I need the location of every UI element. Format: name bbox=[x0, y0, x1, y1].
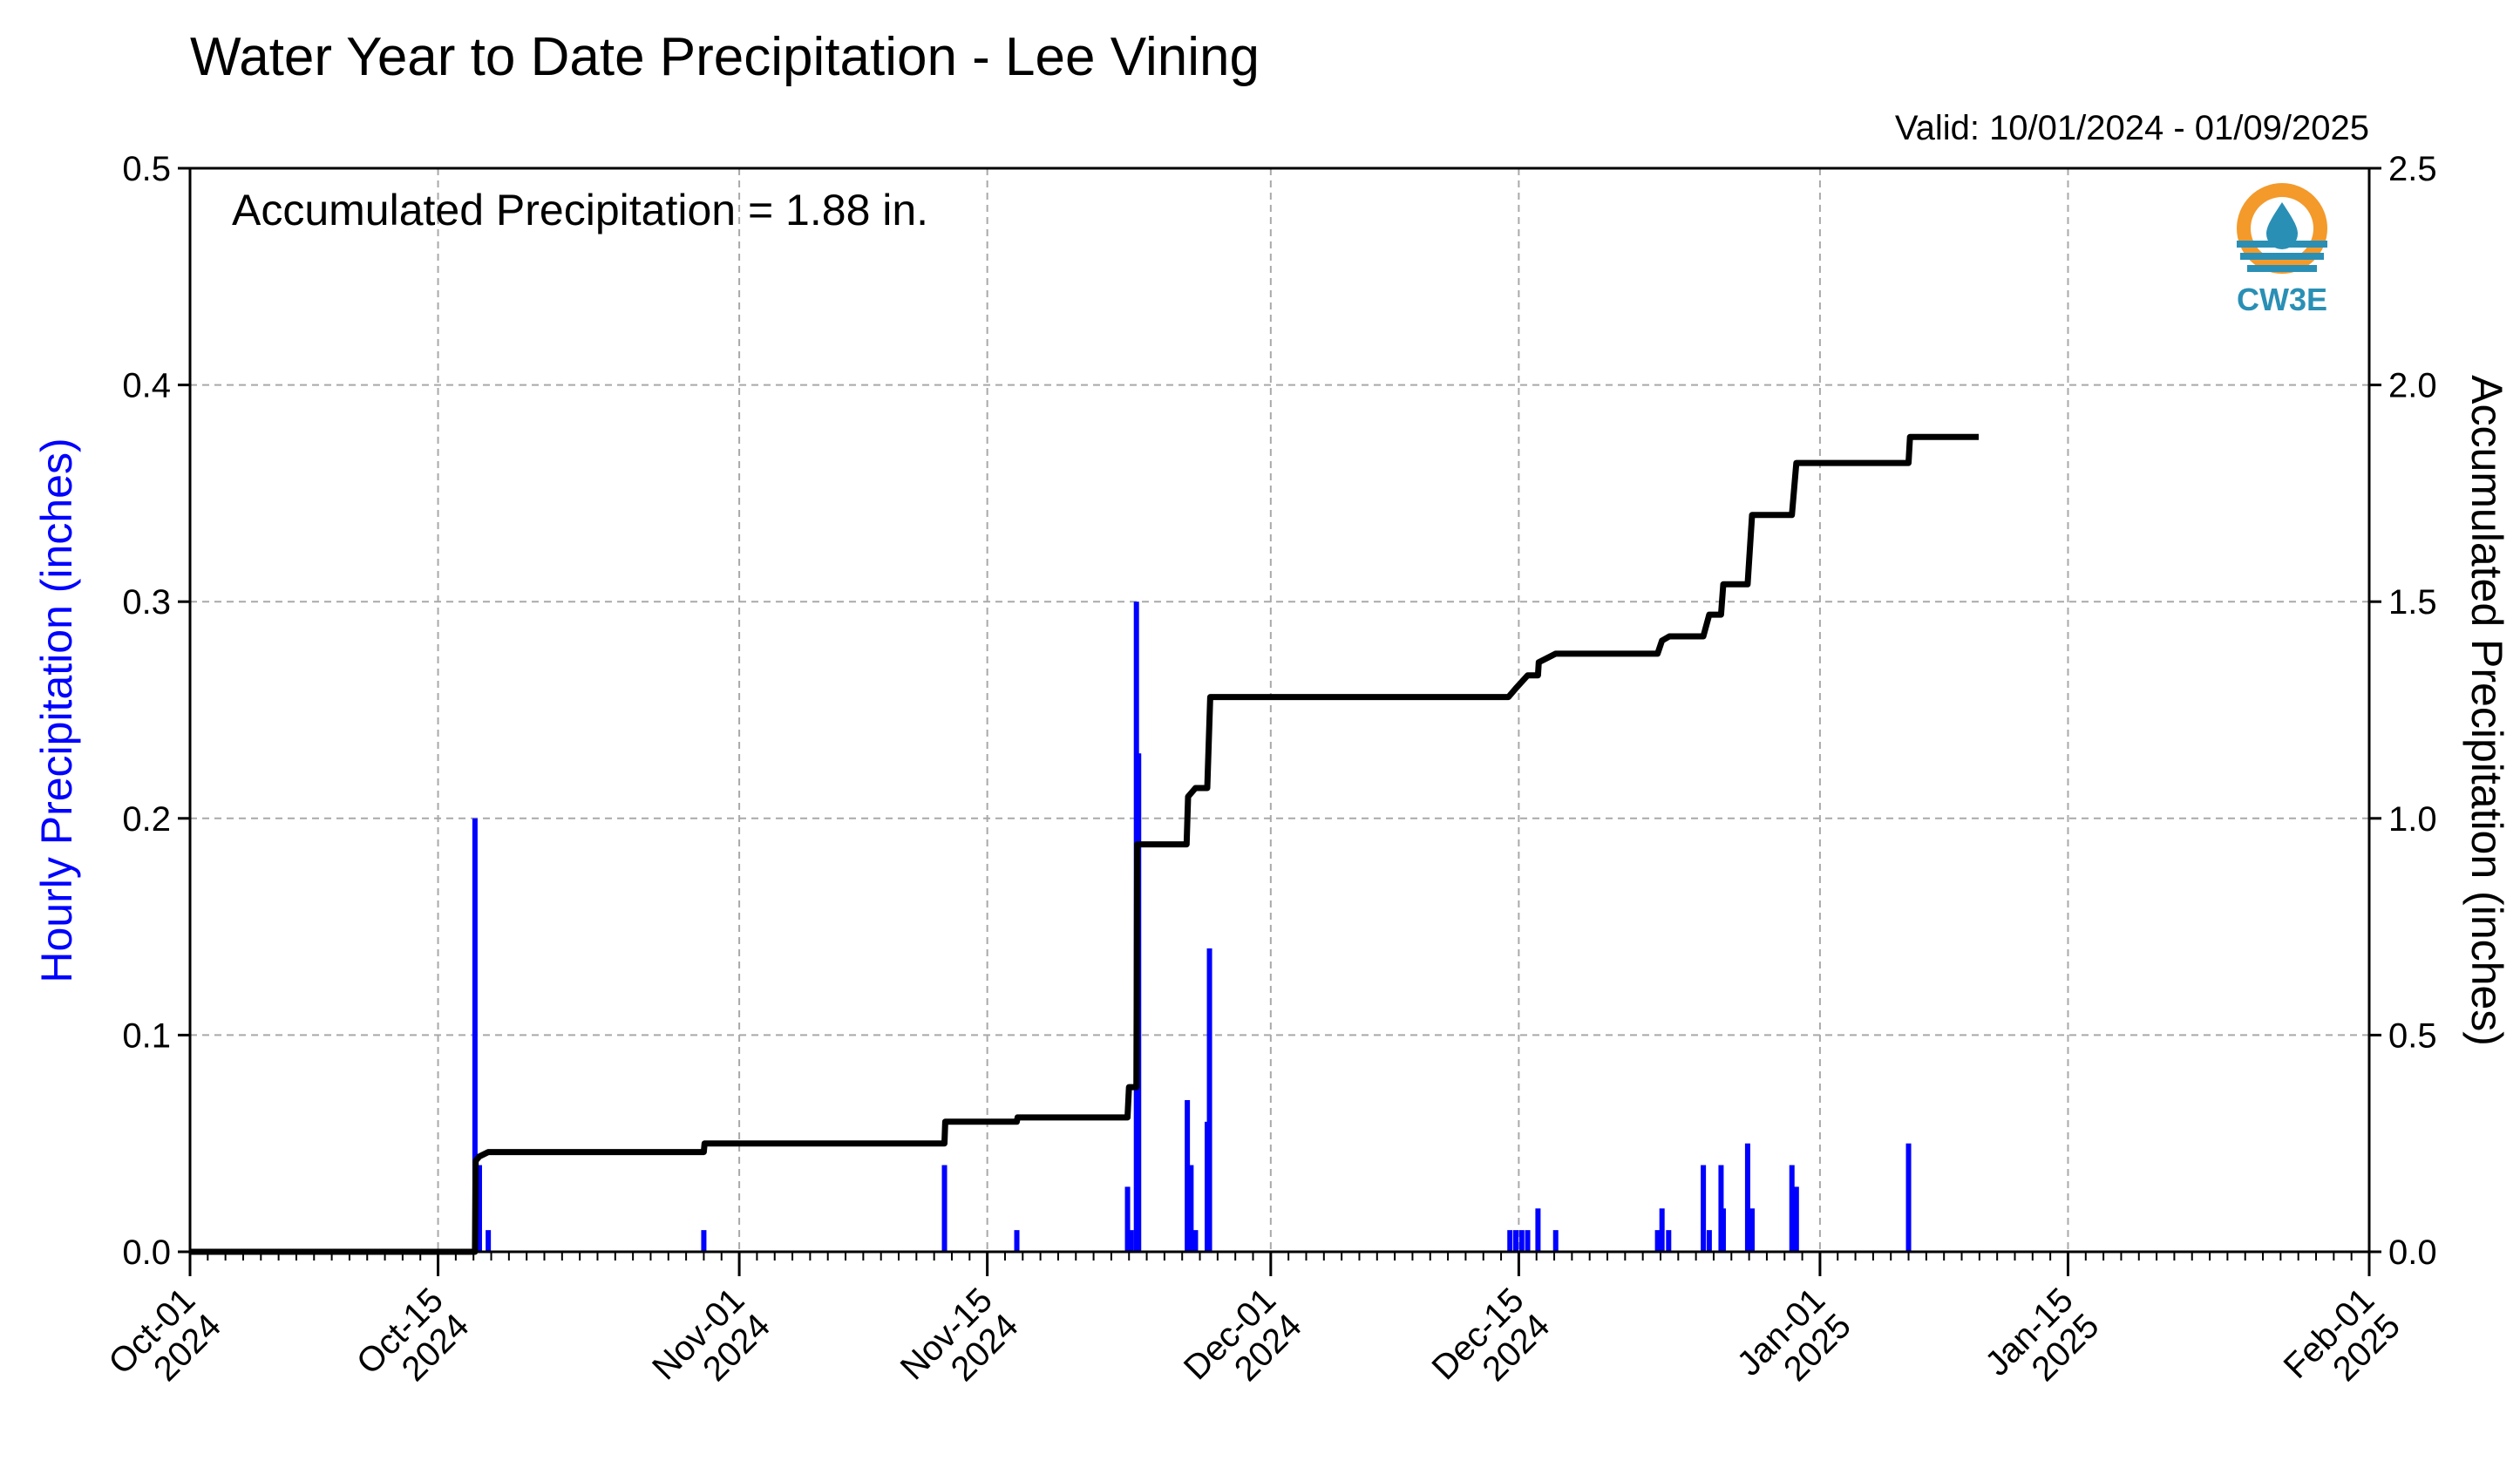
logo-wave-icon bbox=[2237, 241, 2327, 248]
hourly-precip-bar bbox=[1701, 1165, 1707, 1252]
left-y-tick-label: 0.5 bbox=[122, 150, 171, 188]
hourly-precip-bar bbox=[1525, 1230, 1531, 1252]
hourly-precip-bar bbox=[1744, 1143, 1750, 1252]
right-y-tick-label: 1.5 bbox=[2388, 583, 2437, 622]
left-y-tick-label: 0.2 bbox=[122, 800, 171, 839]
hourly-precip-bar bbox=[1518, 1230, 1525, 1252]
left-y-axis: 0.0 0.1 0.2 0.3 0.4 0.5 bbox=[122, 150, 190, 1272]
logo-droplet-icon bbox=[2266, 202, 2298, 249]
accumulated-precip-line bbox=[190, 433, 1979, 1255]
hourly-precip-bar bbox=[1128, 1230, 1134, 1252]
right-y-tick-label: 0.0 bbox=[2388, 1233, 2437, 1272]
accumulated-annotation: Accumulated Precipitation = 1.88 in. bbox=[232, 186, 928, 234]
hourly-precip-bar bbox=[1659, 1208, 1665, 1252]
hourly-precip-bar bbox=[1749, 1208, 1756, 1252]
hourly-precip-bar bbox=[486, 1230, 492, 1252]
x-axis-ticks bbox=[188, 1252, 2371, 1276]
hourly-precip-bar bbox=[1192, 1230, 1199, 1252]
logo-text: CW3E bbox=[2237, 282, 2327, 317]
hourly-precip-bar bbox=[1124, 1186, 1131, 1252]
right-y-axis: 0.0 0.5 1.0 1.5 2.0 2.5 bbox=[2369, 150, 2437, 1272]
hourly-precip-bar bbox=[1014, 1230, 1020, 1252]
hourly-precip-bar bbox=[941, 1165, 948, 1252]
hourly-precip-bar bbox=[1666, 1230, 1672, 1252]
valid-date-range: Valid: 10/01/2024 - 01/09/2025 bbox=[1895, 109, 2369, 147]
left-y-axis-label: Hourly Precipitation (inches) bbox=[32, 438, 81, 982]
hourly-precip-bar bbox=[1185, 1099, 1191, 1252]
cw3e-logo: CW3E bbox=[2237, 183, 2327, 317]
right-y-axis-label: Accumulated Precipitation (inches) bbox=[2462, 375, 2511, 1046]
hourly-precip-bar bbox=[1552, 1230, 1559, 1252]
hourly-precip-bar bbox=[1789, 1165, 1795, 1252]
hourly-precip-bar bbox=[1535, 1208, 1541, 1252]
hourly-precip-bar bbox=[1720, 1208, 1726, 1252]
hourly-precip-bar bbox=[1905, 1143, 1912, 1252]
hourly-precip-bar bbox=[1513, 1230, 1519, 1252]
hourly-precip-bar bbox=[1507, 1230, 1513, 1252]
left-y-tick-label: 0.1 bbox=[122, 1016, 171, 1055]
hourly-precip-bar bbox=[1188, 1165, 1194, 1252]
plot-frame bbox=[188, 166, 2371, 1254]
left-y-tick-label: 0.3 bbox=[122, 583, 171, 622]
hourly-precip-bar bbox=[1654, 1230, 1661, 1252]
right-y-tick-label: 2.0 bbox=[2388, 367, 2437, 405]
hourly-precip-bar bbox=[1793, 1186, 1799, 1252]
hourly-precip-bar bbox=[476, 1165, 482, 1252]
right-y-tick-label: 2.5 bbox=[2388, 150, 2437, 188]
hourly-precip-bar bbox=[1706, 1230, 1712, 1252]
left-y-tick-label: 0.4 bbox=[122, 367, 171, 405]
hourly-precip-bar bbox=[1206, 948, 1212, 1252]
hourly-precip-bar bbox=[472, 818, 478, 1252]
right-y-tick-label: 1.0 bbox=[2388, 800, 2437, 839]
left-y-tick-label: 0.0 bbox=[122, 1233, 171, 1272]
chart-title: Water Year to Date Precipitation - Lee V… bbox=[190, 27, 1260, 87]
hourly-precip-bar bbox=[701, 1230, 707, 1252]
right-y-tick-label: 0.5 bbox=[2388, 1016, 2437, 1055]
